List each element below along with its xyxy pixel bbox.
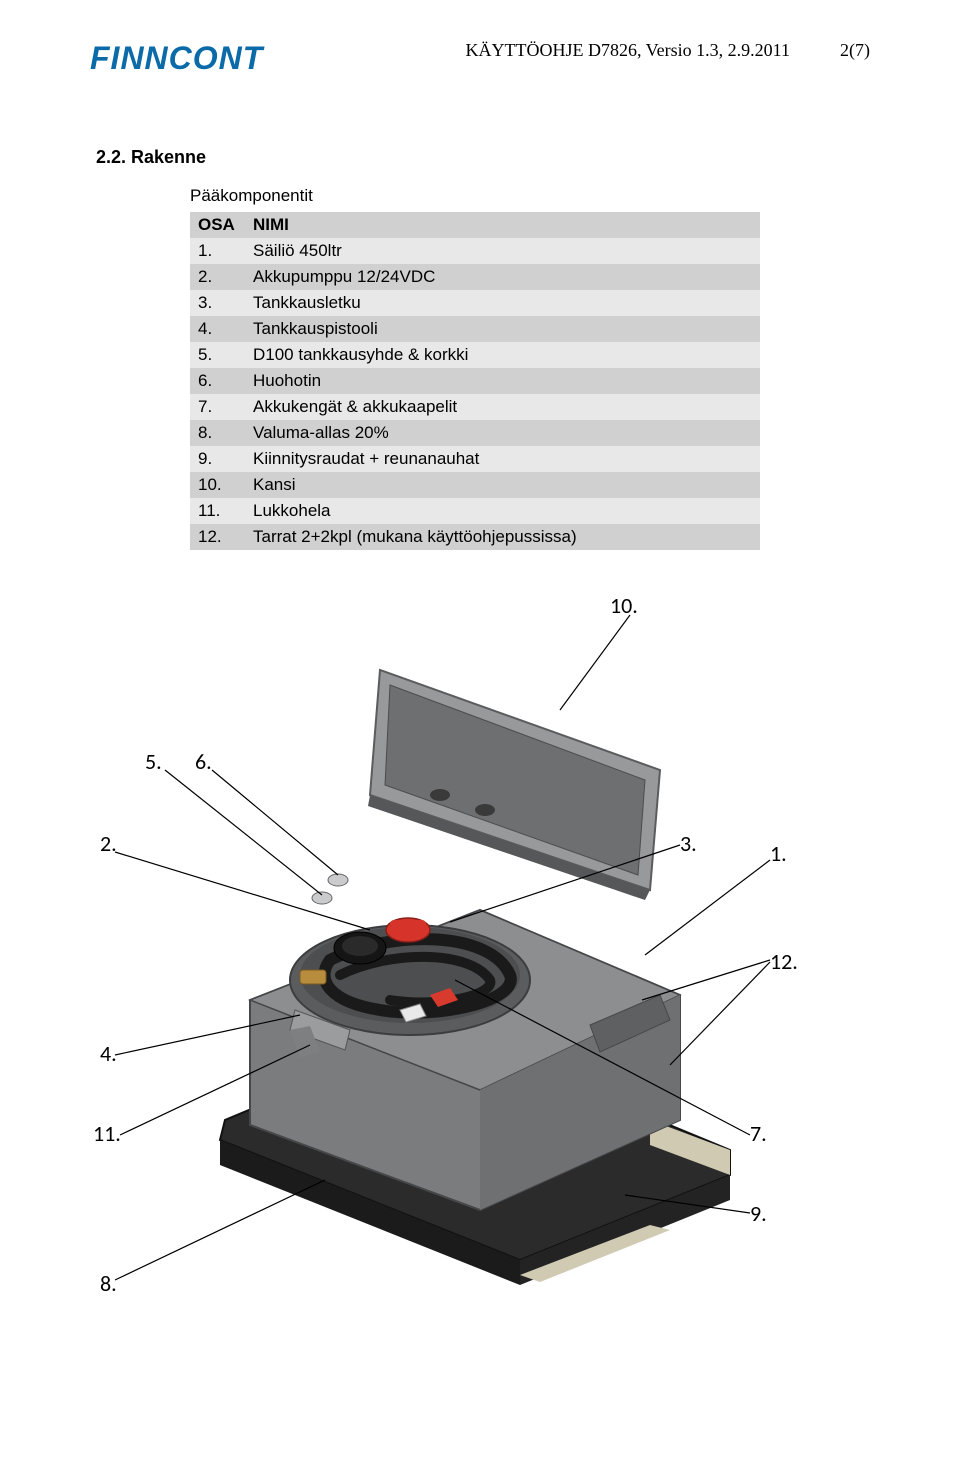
part-number: 9. [190, 446, 245, 472]
table-row: 8.Valuma-allas 20% [190, 420, 760, 446]
table-row: 4.Tankkauspistooli [190, 316, 760, 342]
callout-label: 5. [145, 748, 162, 775]
part-number: 3. [190, 290, 245, 316]
page-header: FINNCONT KÄYTTÖOHJE D7826, Versio 1.3, 2… [90, 40, 870, 77]
part-name: Tankkausletku [245, 290, 760, 316]
doc-meta: KÄYTTÖOHJE D7826, Versio 1.3, 2.9.2011 2… [466, 40, 870, 61]
part-number: 7. [190, 394, 245, 420]
doc-title: KÄYTTÖOHJE D7826, Versio 1.3, 2.9.2011 [466, 40, 790, 61]
part-number: 5. [190, 342, 245, 368]
part-name: Tarrat 2+2kpl (mukana käyttöohjepussissa… [245, 524, 760, 550]
table-row: 10.Kansi [190, 472, 760, 498]
part-number: 1. [190, 238, 245, 264]
callout-label: 7. [750, 1120, 767, 1147]
part-number: 2. [190, 264, 245, 290]
callout-label: 2. [100, 830, 117, 857]
part-name: Valuma-allas 20% [245, 420, 760, 446]
callout-label: 3. [680, 830, 697, 857]
part-number: 6. [190, 368, 245, 394]
table-row: 11.Lukkohela [190, 498, 760, 524]
table-header-nimi: NIMI [245, 212, 760, 238]
part-name: Tankkauspistooli [245, 316, 760, 342]
part-number: 12. [190, 524, 245, 550]
callout-label: 4. [100, 1040, 117, 1067]
part-name: Säiliö 450ltr [245, 238, 760, 264]
callout-label: 9. [750, 1200, 767, 1227]
product-diagram: 10. 5. 6. 2. 3. 1. 12. 4. 11. 7. 9. 8. [90, 580, 870, 1300]
section-subheading: Pääkomponentit [190, 186, 870, 206]
parts-table: OSA NIMI 1.Säiliö 450ltr2.Akkupumppu 12/… [190, 212, 760, 550]
table-row: 5.D100 tankkausyhde & korkki [190, 342, 760, 368]
table-row: 12.Tarrat 2+2kpl (mukana käyttöohjepussi… [190, 524, 760, 550]
part-number: 4. [190, 316, 245, 342]
part-name: Kiinnitysraudat + reunanauhat [245, 446, 760, 472]
table-row: 3.Tankkausletku [190, 290, 760, 316]
part-name: Lukkohela [245, 498, 760, 524]
part-name: Huohotin [245, 368, 760, 394]
part-number: 10. [190, 472, 245, 498]
brand-logo: FINNCONT [90, 40, 263, 77]
callout-label: 11. [93, 1120, 121, 1147]
table-row: 1.Säiliö 450ltr [190, 238, 760, 264]
table-row: 9.Kiinnitysraudat + reunanauhat [190, 446, 760, 472]
part-name: D100 tankkausyhde & korkki [245, 342, 760, 368]
table-row: 6.Huohotin [190, 368, 760, 394]
part-number: 8. [190, 420, 245, 446]
page-indicator: 2(7) [840, 40, 870, 61]
diagram-svg [90, 580, 870, 1300]
callout-label: 10. [610, 592, 638, 619]
table-row: 7.Akkukengät & akkukaapelit [190, 394, 760, 420]
callout-label: 1. [770, 840, 787, 867]
callout-label: 12. [770, 948, 798, 975]
part-number: 11. [190, 498, 245, 524]
table-row: 2.Akkupumppu 12/24VDC [190, 264, 760, 290]
part-name: Kansi [245, 472, 760, 498]
part-name: Akkukengät & akkukaapelit [245, 394, 760, 420]
table-header-osa: OSA [190, 212, 245, 238]
callout-label: 8. [100, 1270, 117, 1297]
part-name: Akkupumppu 12/24VDC [245, 264, 760, 290]
section-heading: 2.2. Rakenne [96, 147, 870, 168]
callout-label: 6. [195, 748, 212, 775]
